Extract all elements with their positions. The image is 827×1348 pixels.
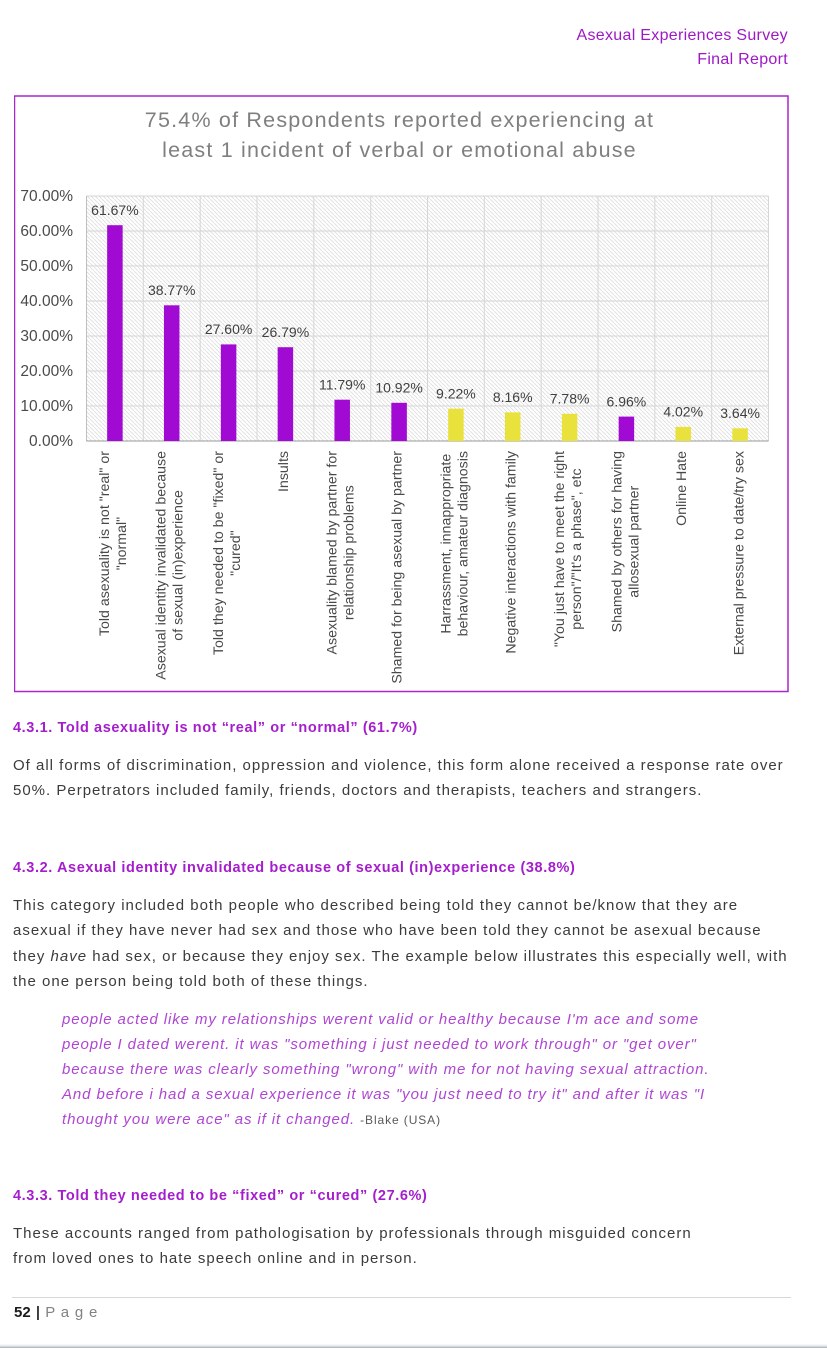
svg-text:60.00%: 60.00%: [20, 223, 73, 240]
svg-text:61.67%: 61.67%: [91, 202, 138, 218]
svg-text:38.77%: 38.77%: [147, 282, 194, 298]
svg-text:4.02%: 4.02%: [663, 403, 703, 419]
svg-text:30.00%: 30.00%: [20, 328, 73, 345]
svg-text:11.79%: 11.79%: [318, 376, 364, 392]
svg-text:10.92%: 10.92%: [375, 379, 422, 395]
svg-text:20.00%: 20.00%: [20, 363, 73, 380]
svg-text:70.00%: 70.00%: [20, 188, 73, 205]
svg-text:7.78%: 7.78%: [549, 390, 589, 406]
svg-text:6.96%: 6.96%: [606, 393, 646, 409]
svg-text:0.00%: 0.00%: [29, 433, 73, 450]
svg-text:50.00%: 50.00%: [20, 258, 73, 275]
svg-text:26.79%: 26.79%: [261, 324, 308, 340]
svg-text:27.60%: 27.60%: [204, 321, 251, 337]
svg-text:8.16%: 8.16%: [492, 389, 532, 405]
svg-text:10.00%: 10.00%: [20, 398, 73, 415]
svg-text:9.22%: 9.22%: [436, 385, 476, 401]
svg-text:40.00%: 40.00%: [20, 293, 73, 310]
svg-text:3.64%: 3.64%: [720, 405, 760, 421]
